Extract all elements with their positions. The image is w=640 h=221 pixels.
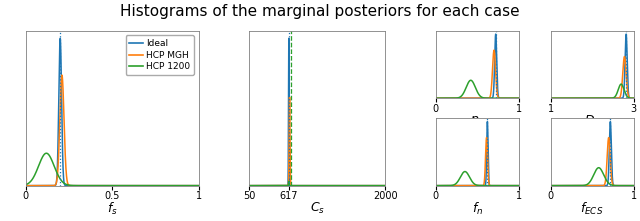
X-axis label: $f_s$: $f_s$ bbox=[107, 201, 118, 217]
Legend: Ideal, HCP MGH, HCP 1200: Ideal, HCP MGH, HCP 1200 bbox=[125, 35, 194, 75]
X-axis label: $C_s$: $C_s$ bbox=[310, 201, 324, 216]
X-axis label: $f_n$: $f_n$ bbox=[472, 201, 483, 217]
X-axis label: $p_2$: $p_2$ bbox=[470, 114, 484, 128]
X-axis label: $f_{ECS}$: $f_{ECS}$ bbox=[580, 201, 604, 217]
X-axis label: $D_n$: $D_n$ bbox=[584, 114, 600, 129]
Text: Histograms of the marginal posteriors for each case: Histograms of the marginal posteriors fo… bbox=[120, 4, 520, 19]
